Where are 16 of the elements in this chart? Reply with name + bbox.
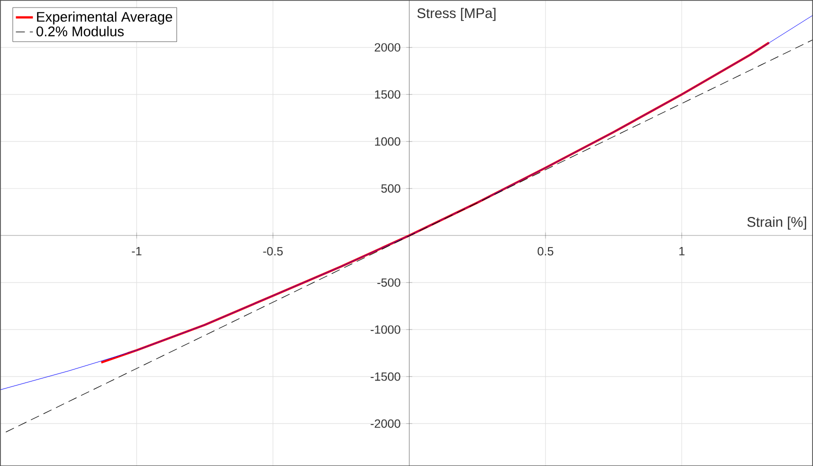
legend-label: Experimental Average — [37, 11, 172, 24]
y-tick-label: 1000 — [375, 137, 400, 146]
y-tick-label: -2000 — [370, 419, 400, 428]
x-tick-label: -0.5 — [263, 246, 283, 256]
y-tick-label: 500 — [381, 184, 400, 193]
x-axis-title: Strain [%] — [747, 216, 806, 230]
y-tick-label: -1000 — [370, 325, 400, 334]
x-tick-label: -1 — [132, 246, 142, 256]
x-tick-label: 0.5 — [538, 246, 554, 256]
y-tick-label: -500 — [377, 278, 400, 287]
legend-label: 0.2% Modulus — [36, 26, 124, 36]
x-tick-label: 1 — [679, 246, 685, 256]
y-axis-title: Stress [MPa] — [417, 8, 496, 21]
y-tick-label: 1500 — [375, 90, 400, 99]
y-tick-label: -1500 — [370, 372, 400, 381]
y-tick-label: 2000 — [374, 43, 400, 52]
